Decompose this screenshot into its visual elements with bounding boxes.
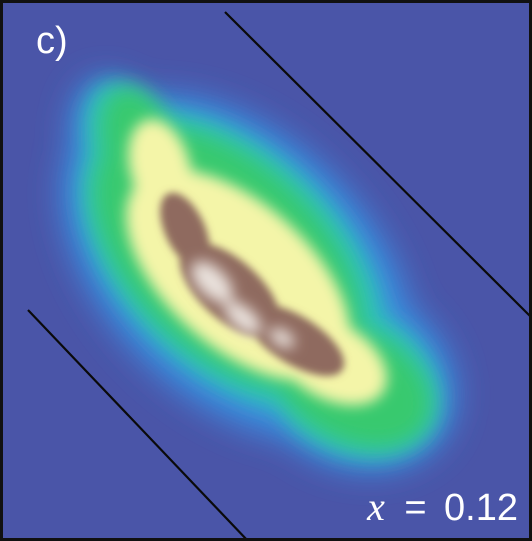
- parameter-value: 0.12: [444, 487, 518, 529]
- band-brown-blob: [245, 304, 345, 376]
- band-highlight-blob: [224, 301, 262, 335]
- parameter-equals-sign: =: [404, 487, 427, 529]
- parameter-label: x = 0.12: [367, 484, 518, 529]
- band-highlight-blob: [191, 261, 233, 303]
- boundary-line-upper: [224, 11, 532, 319]
- band-highlight-blob: [269, 327, 295, 349]
- boundary-line-lower: [27, 309, 249, 541]
- band-highlight: [191, 261, 295, 349]
- parameter-symbol: x: [367, 484, 385, 529]
- panel-label: c): [36, 20, 68, 62]
- band-yellow-blob: [128, 119, 192, 217]
